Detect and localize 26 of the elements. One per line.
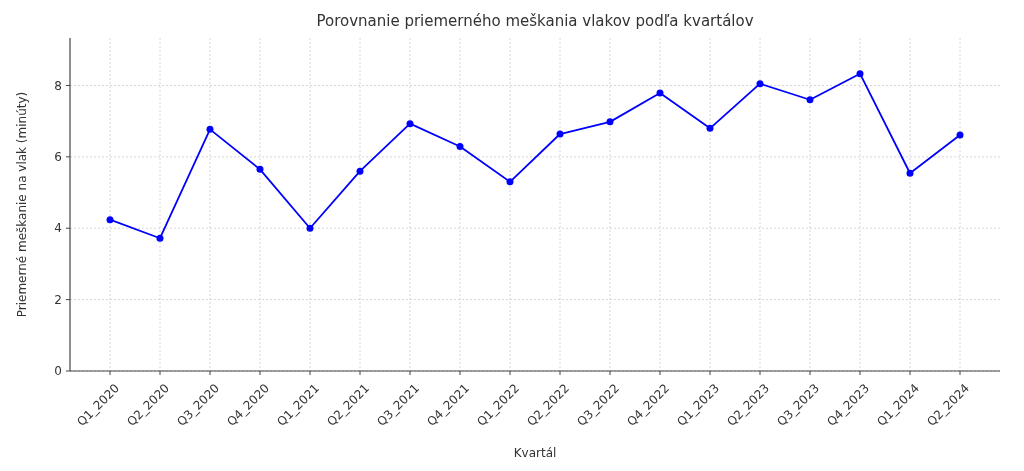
y-tick-label: 2: [54, 292, 62, 307]
y-tick-label: 6: [54, 150, 62, 165]
point: [256, 165, 264, 173]
point: [706, 124, 714, 132]
point: [356, 167, 364, 175]
point: [556, 130, 564, 138]
point: [206, 125, 214, 133]
point: [106, 216, 114, 224]
point: [806, 96, 814, 104]
point: [856, 70, 864, 78]
point: [906, 169, 914, 177]
point: [606, 118, 614, 126]
point: [506, 178, 514, 186]
y-tick-label: 4: [54, 221, 62, 236]
point: [306, 224, 314, 232]
y-tick-label: 0: [54, 364, 62, 379]
point: [656, 89, 664, 97]
point: [456, 143, 464, 150]
point: [156, 234, 164, 242]
point: [406, 120, 414, 128]
x-axis-title: Kvartál: [513, 446, 557, 460]
chart-title: Porovnanie priemerného meškania vlakov podľa kvartálov: [316, 12, 754, 30]
y-tick-label: 8: [54, 78, 62, 93]
point: [756, 80, 764, 88]
y-axis-title: Priemerné meškanie na vlak (minúty): [15, 91, 29, 318]
point: [956, 131, 964, 139]
